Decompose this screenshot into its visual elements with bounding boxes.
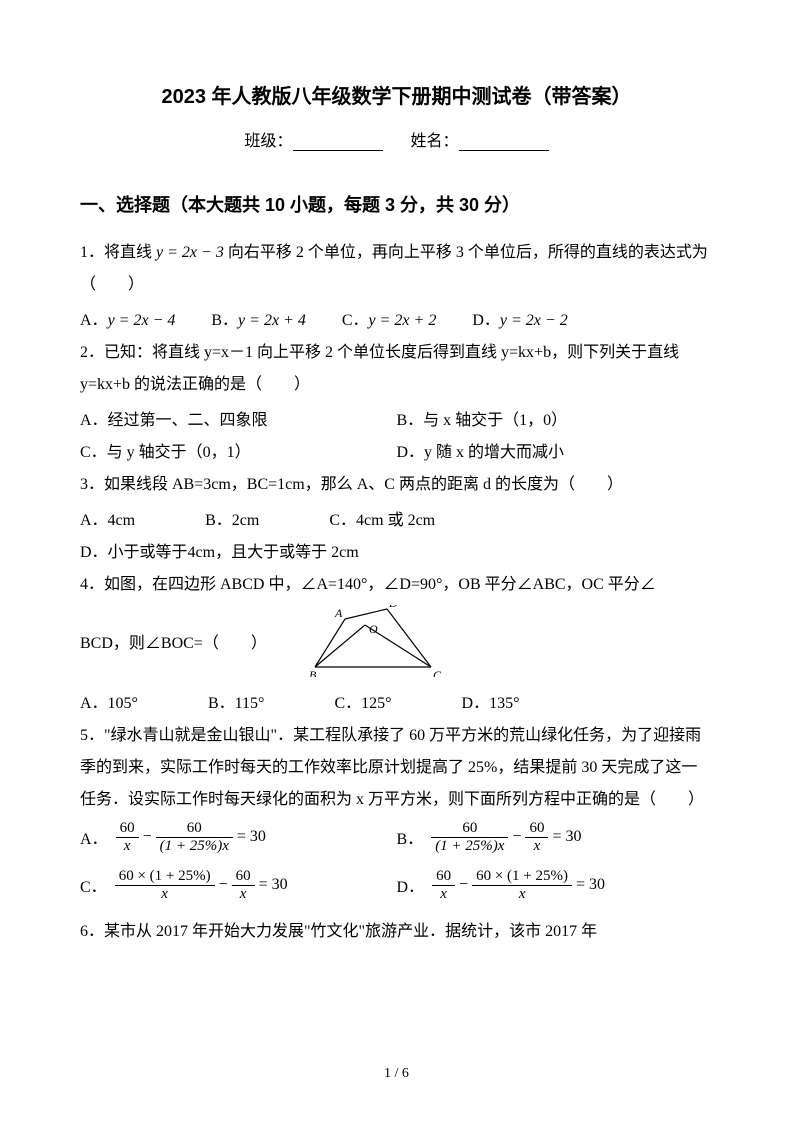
q1-B: B．y = 2x + 4 [211,305,305,337]
q3: 3．如果线段 AB=3cm，BC=1cm，那么 A、C 两点的距离 d 的长度为… [80,469,713,501]
section-header: 一、选择题（本大题共 10 小题，每题 3 分，共 30 分） [80,191,713,217]
quadrilateral-diagram: A B C D O [307,605,442,677]
q3-B: B．2cm [205,505,259,537]
q5-options: A． 60x − 60(1 + 25%)x = 30 B． 60(1 + 25%… [80,820,713,916]
class-blank[interactable] [293,133,383,151]
q1-expr: y = 2x − 3 [156,244,224,261]
q2-A: A．经过第一、二、四象限 [80,405,397,437]
svg-text:O: O [369,622,378,636]
q2-D: D．y 随 x 的增大而减小 [397,437,714,469]
q1-options: A．y = 2x − 4 B．y = 2x + 4 C．y = 2x + 2 D… [80,305,713,337]
q2-C: C．与 y 轴交于（0，1） [80,437,397,469]
name-blank[interactable] [459,133,549,151]
q1-D: D．y = 2x − 2 [472,305,567,337]
q2-options: A．经过第一、二、四象限 B．与 x 轴交于（1，0） C．与 y 轴交于（0，… [80,405,713,469]
q4-diagram: A B C D O [307,605,442,682]
svg-text:B: B [309,668,317,677]
q3-A: A．4cm [80,505,135,537]
q5-A: A． 60x − 60(1 + 25%)x = 30 [80,820,397,854]
q5: 5．"绿水青山就是金山银山"．某工程队承接了 60 万平方米的荒山绿化任务，为了… [80,720,713,816]
class-label: 班级： [244,133,292,150]
q4-B: B．115° [208,688,264,720]
q4-C: C．125° [334,688,391,720]
q3-C: C．4cm 或 2cm [329,505,435,537]
q1: 1．将直线 y = 2x − 3 向右平移 2 个单位，再向上平移 3 个单位后… [80,237,713,301]
q4-D: D．135° [462,688,520,720]
q1-t1: 1．将直线 [80,244,156,261]
svg-text:D: D [388,605,398,610]
q4-options: A．105° B．115° C．125° D．135° [80,688,713,720]
q5-D: D． 60x − 60 × (1 + 25%)x = 30 [397,868,714,902]
page-number: 1 / 6 [0,1066,793,1082]
q2-B: B．与 x 轴交于（1，0） [397,405,714,437]
info-line: 班级： 姓名： [80,127,713,151]
q2: 2．已知：将直线 y=x－1 向上平移 2 个单位长度后得到直线 y=kx+b，… [80,337,713,401]
exam-title: 2023 年人教版八年级数学下册期中测试卷（带答案） [80,80,713,109]
q4-A: A．105° [80,688,138,720]
svg-text:A: A [334,606,343,620]
q6: 6．某市从 2017 年开始大力发展"竹文化"旅游产业．据统计，该市 2017 … [80,916,713,948]
q5-B: B． 60(1 + 25%)x − 60x = 30 [397,820,714,854]
q5-C: C． 60 × (1 + 25%)x − 60x = 30 [80,868,397,902]
svg-text:C: C [433,668,442,677]
q1-C: C．y = 2x + 2 [342,305,436,337]
q3-options: A．4cm B．2cm C．4cm 或 2cm D．小于或等于4cm，且大于或等… [80,505,713,569]
name-label: 姓名： [411,133,459,150]
q4-l1: 4．如图，在四边形 ABCD 中，∠A=140°，∠D=90°，OB 平分∠AB… [80,569,713,601]
q4-l2: BCD，则∠BOC=（ ） [80,628,267,660]
q1-A: A．y = 2x − 4 [80,305,175,337]
q3-D: D．小于或等于4cm，且大于或等于 2cm [80,537,359,569]
